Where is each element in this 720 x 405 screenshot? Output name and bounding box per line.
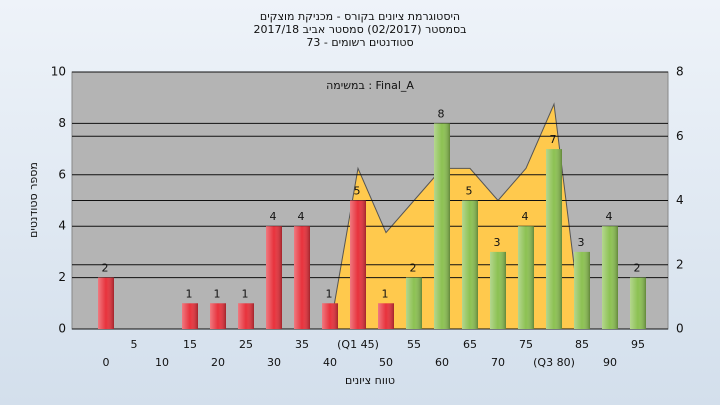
x-tick-label: 35	[295, 338, 309, 351]
chart-title: היסטוגרמת ציונים בקורס - מכניקת מוצקים	[260, 10, 460, 23]
y2-tick-label: 4	[676, 193, 684, 207]
value-label: 5	[466, 185, 473, 198]
y-tick-label: 2	[58, 270, 66, 284]
value-label: 3	[578, 236, 585, 249]
bar-shade	[210, 303, 226, 329]
annotation: במשימה : Final_A	[326, 79, 414, 92]
bar-shade	[574, 251, 590, 329]
value-label: 2	[634, 262, 641, 275]
bar-shade	[434, 123, 450, 330]
bar-shade	[490, 251, 506, 329]
value-label: 1	[214, 287, 221, 300]
x-tick-label: 30	[267, 356, 281, 369]
y2-tick-label: 6	[676, 129, 684, 143]
value-label: 4	[606, 210, 613, 223]
bar-shade	[378, 303, 394, 329]
x-tick-label: 50	[379, 356, 393, 369]
value-label: 5	[354, 185, 361, 198]
x-tick-label: 20	[211, 356, 225, 369]
value-label: 4	[522, 210, 529, 223]
bar-shade	[462, 200, 478, 329]
y2-tick-label: 2	[676, 257, 684, 271]
bar-shade	[602, 226, 618, 329]
bar-shade	[406, 277, 422, 329]
y-axis-label: מספר סטודנטים	[27, 162, 40, 238]
value-label: 1	[242, 287, 249, 300]
value-label: 1	[326, 287, 333, 300]
bar-shade	[98, 277, 114, 329]
x-tick-label: 95	[631, 338, 645, 351]
x-tick-label: 40	[323, 356, 337, 369]
x-tick-label: 5	[131, 338, 138, 351]
y2-tick-label: 0	[676, 322, 684, 336]
y2-tick-label: 8	[676, 65, 684, 79]
x-tick-label: 65	[463, 338, 477, 351]
value-label: 3	[494, 236, 501, 249]
chart-subtitle: סטודנטים רשומים - 73	[306, 36, 413, 49]
x-tick-label: 0	[103, 356, 110, 369]
value-label: 2	[102, 262, 109, 275]
y-tick-label: 8	[58, 116, 66, 130]
value-label: 4	[298, 210, 305, 223]
bar-shade	[322, 303, 338, 329]
x-tick-label: 55	[407, 338, 421, 351]
x-axis-label: טווח ציונים	[345, 374, 395, 387]
x-tick-label: 60	[435, 356, 449, 369]
bar-shade	[630, 277, 646, 329]
x-tick-label: 15	[183, 338, 197, 351]
bar-shade	[182, 303, 198, 329]
x-tick-label: 25	[239, 338, 253, 351]
value-label: 7	[550, 133, 557, 146]
x-tick-label: 90	[603, 356, 617, 369]
x-tick-label: (Q1 45)	[337, 338, 379, 351]
y-tick-label: 0	[58, 322, 66, 336]
bar-shade	[294, 226, 310, 329]
value-label: 4	[270, 210, 277, 223]
y-tick-label: 4	[58, 219, 66, 233]
bar-shade	[238, 303, 254, 329]
y-tick-label: 6	[58, 167, 66, 181]
x-tick-label: 10	[155, 356, 169, 369]
value-label: 2	[410, 262, 417, 275]
value-label: 1	[382, 287, 389, 300]
x-tick-label: 85	[575, 338, 589, 351]
x-tick-label: 70	[491, 356, 505, 369]
chart-subtitle: בסמסטר (02/2017) סמסטר אביב 2017/18	[253, 23, 466, 36]
bar-shade	[546, 149, 562, 329]
value-label: 1	[186, 287, 193, 300]
bar-shade	[518, 226, 534, 329]
x-tick-label: (Q3 80)	[533, 356, 575, 369]
bar-shade	[266, 226, 282, 329]
x-tick-label: 75	[519, 338, 533, 351]
bar-shade	[350, 200, 366, 329]
value-label: 8	[438, 107, 445, 120]
y-tick-label: 10	[51, 65, 66, 79]
